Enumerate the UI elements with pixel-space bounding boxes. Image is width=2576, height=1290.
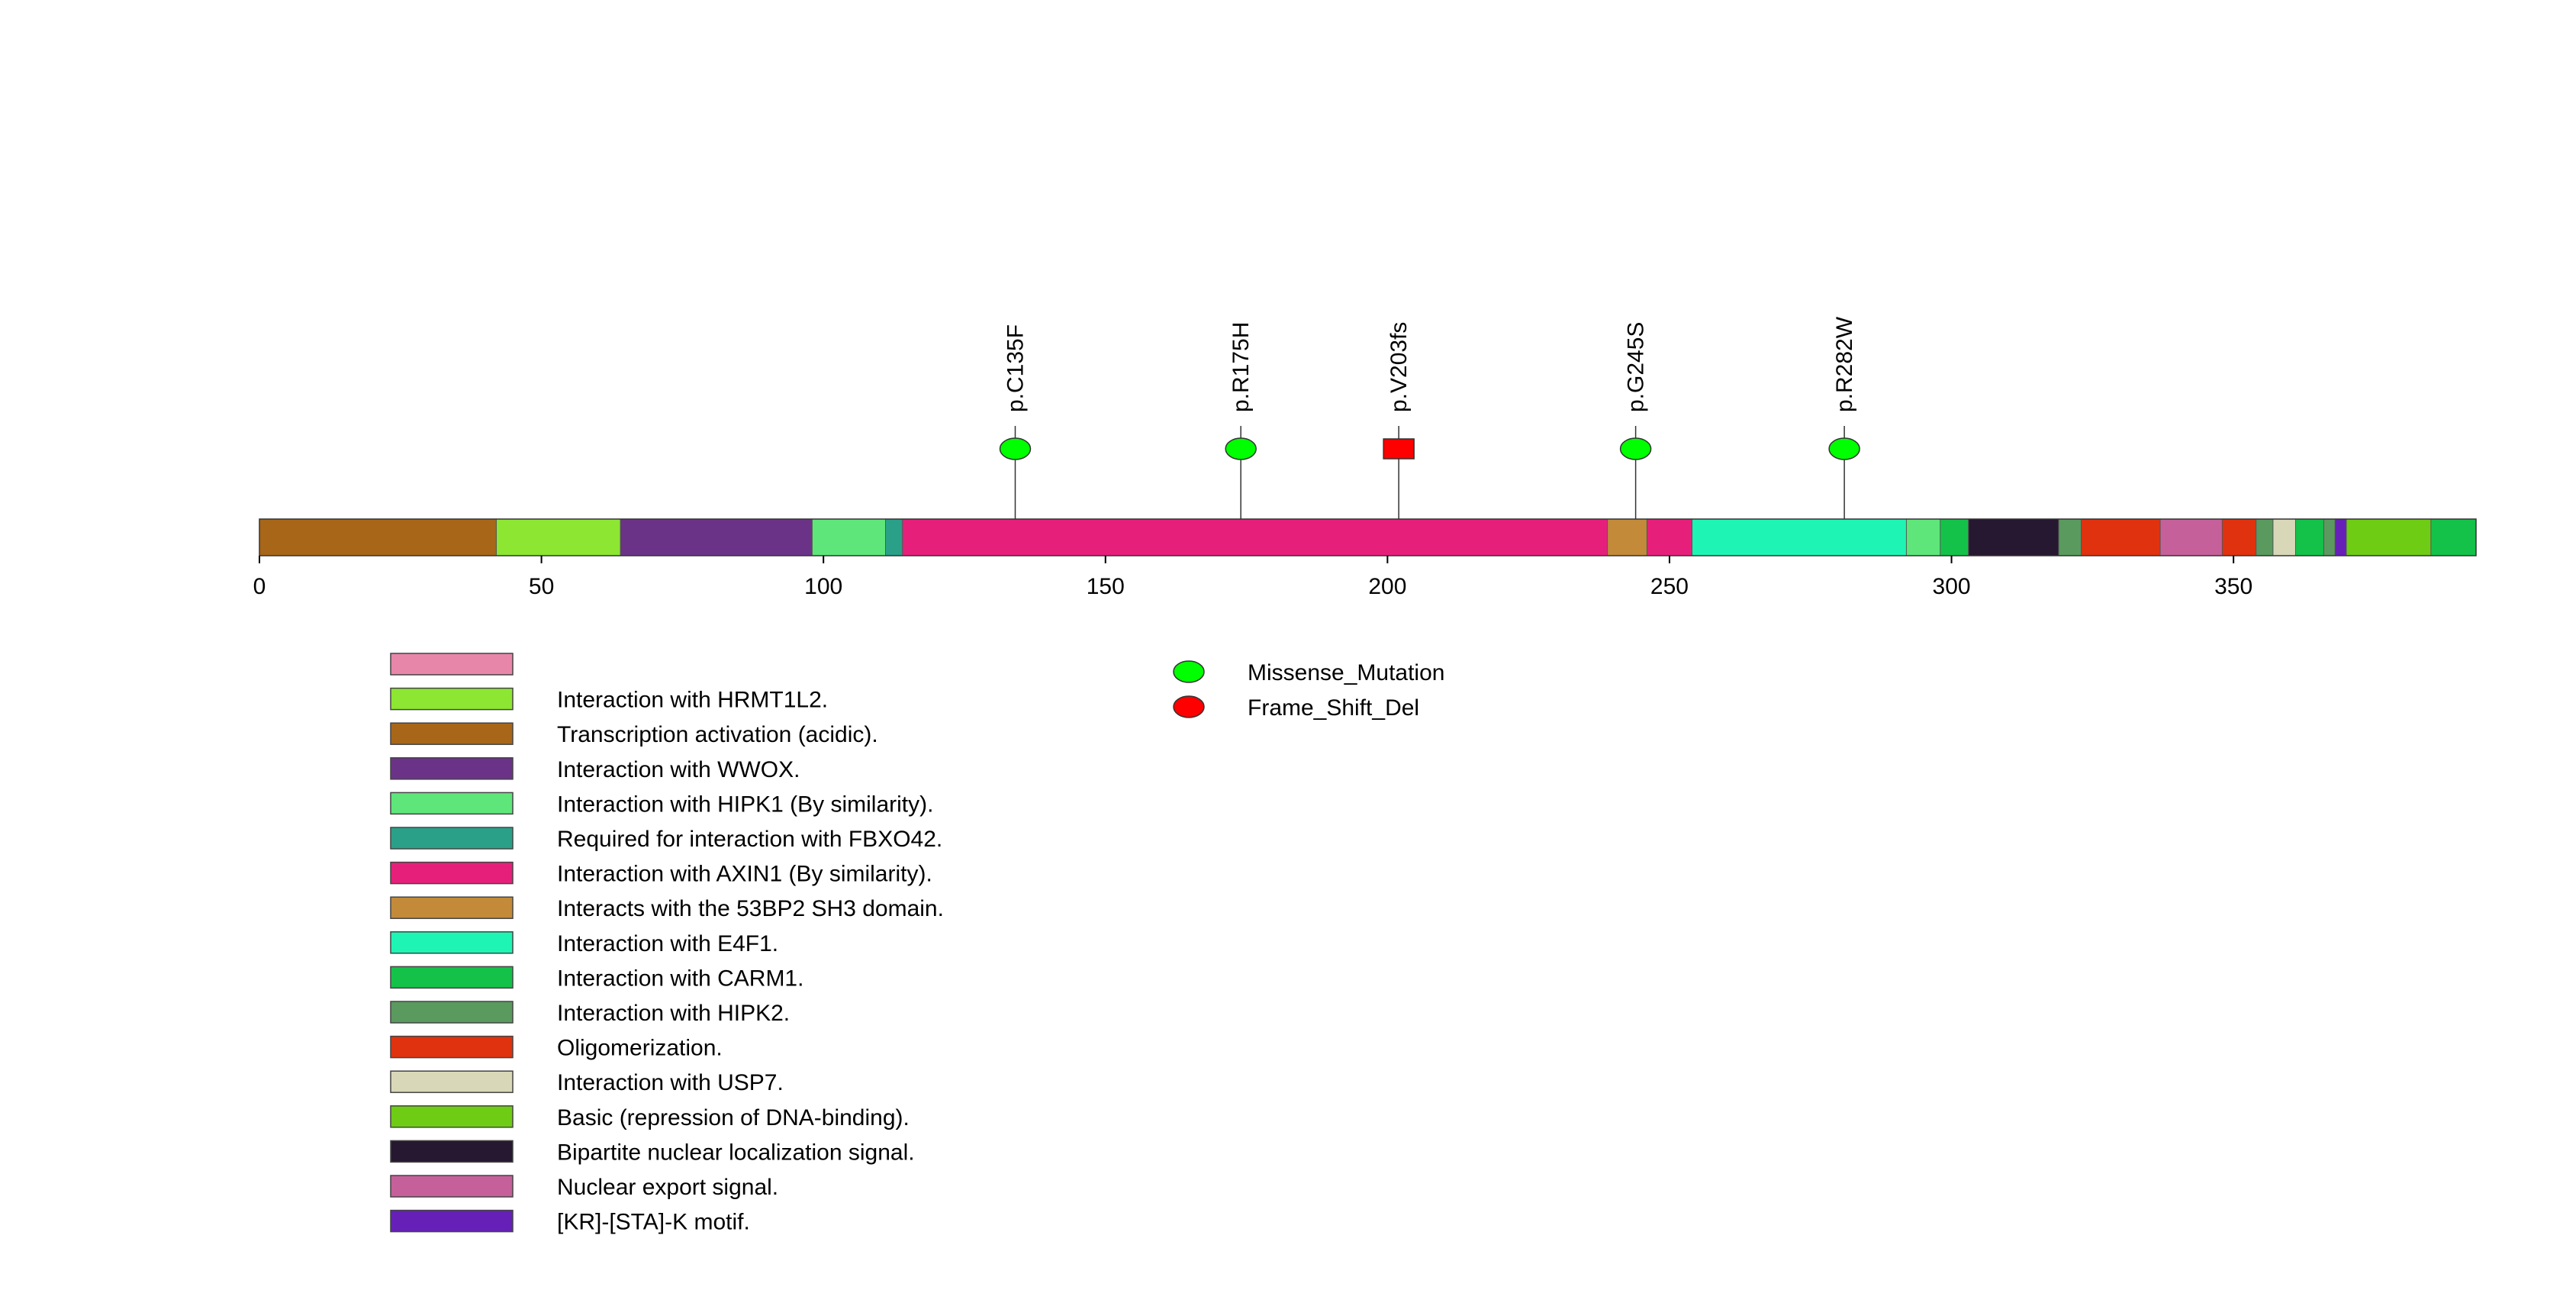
x-tick-label: 250 <box>1650 574 1689 599</box>
mutation-marker <box>1619 437 1652 460</box>
domain-legend-swatch <box>390 722 514 745</box>
domain-legend-label: Interaction with HIPK1 (By similarity). <box>557 792 933 817</box>
domain-legend-label: Interaction with HIPK2. <box>557 1001 790 1026</box>
mutation-labels: p.C135F p.R175H p.V203fs p.G245S p.R282W <box>1003 316 1858 412</box>
domain-legend-swatch <box>390 931 514 954</box>
domain-legend-swatch <box>390 861 514 885</box>
protein-track <box>259 518 2477 556</box>
domain-segment <box>2081 518 2166 556</box>
domain-legend-label: Oligomerization. <box>557 1036 723 1061</box>
mutation-legend: Missense_Mutation Frame_Shift_Del <box>1173 660 1444 721</box>
x-tick-label: 200 <box>1368 574 1406 599</box>
mutation-legend-label: Frame_Shift_Del <box>1248 695 1419 721</box>
mutation-label: p.V203fs <box>1386 322 1412 412</box>
domain-legend-swatch <box>390 827 514 850</box>
domain-segment <box>2159 518 2229 556</box>
mutation-label: p.G245S <box>1624 322 1649 412</box>
domain-legend-swatch <box>390 653 514 676</box>
domain-segment <box>1607 518 1653 556</box>
domain-legend-swatch <box>390 896 514 919</box>
domain-legend-swatch <box>390 792 514 815</box>
domain-segment <box>620 518 819 556</box>
domain-legend-label: Required for interaction with FBXO42. <box>557 827 942 852</box>
domain-segment <box>2346 518 2437 556</box>
domain-segment <box>1968 518 2065 556</box>
x-tick-label: 0 <box>253 574 266 599</box>
domain-legend-swatch <box>390 1140 514 1163</box>
x-tick-label: 150 <box>1087 574 1125 599</box>
domain-segment <box>1692 518 1913 556</box>
x-axis: 0 50 100 150 200 250 300 350 <box>253 556 2252 599</box>
mutation-label: p.R282W <box>1832 316 1857 412</box>
x-tick-label: 50 <box>529 574 554 599</box>
domain-legend-label: Transcription activation (acidic). <box>557 722 878 747</box>
domain-legend-swatch <box>390 1175 514 1198</box>
mutation-markers <box>999 437 1860 460</box>
domain-legend: Interaction with HRMT1L2. Transcription a… <box>390 653 944 1235</box>
x-tick-label: 100 <box>804 574 842 599</box>
domain-legend-swatch <box>390 966 514 989</box>
protein-track-outline <box>259 518 2477 556</box>
domain-segment <box>1646 518 1699 556</box>
mutation-legend-swatch <box>1173 660 1205 683</box>
domain-legend-swatch <box>390 687 514 711</box>
mutation-label: p.C135F <box>1003 324 1029 412</box>
mutation-marker <box>1828 437 1860 460</box>
domain-legend-swatch <box>390 1105 514 1128</box>
domain-segment <box>811 518 892 556</box>
domain-legend-swatch <box>390 1070 514 1093</box>
x-tick-label: 300 <box>1933 574 1971 599</box>
domain-legend-label: Nuclear export signal. <box>557 1175 778 1200</box>
mutation-label: p.R175H <box>1228 322 1254 412</box>
domain-legend-label: Interaction with CARM1. <box>557 966 803 991</box>
mutation-legend-swatch <box>1173 695 1205 718</box>
domain-legend-label: [KR]-[STA]-K motif. <box>557 1210 750 1235</box>
domain-legend-swatch <box>390 1035 514 1059</box>
domain-legend-label: Interaction with USP7. <box>557 1070 784 1095</box>
domain-legend-label: Basic (repression of DNA-binding). <box>557 1105 910 1130</box>
domain-legend-label: Interacts with the 53BP2 SH3 domain. <box>557 896 944 921</box>
x-tick-label: 350 <box>2214 574 2252 599</box>
domain-segment <box>259 518 503 556</box>
domain-segment <box>902 518 1614 556</box>
mutation-marker <box>1383 438 1415 460</box>
domain-segment <box>495 518 626 556</box>
mutation-legend-label: Missense_Mutation <box>1248 660 1444 685</box>
domain-legend-swatch <box>390 1001 514 1024</box>
mutation-marker <box>999 437 1032 460</box>
domain-legend-label: Interaction with WWOX. <box>557 757 800 782</box>
domain-legend-swatch <box>390 757 514 780</box>
mutation-marker <box>1225 437 1257 460</box>
domain-legend-swatch <box>390 1209 514 1233</box>
domain-segment <box>2430 518 2477 556</box>
domain-legend-label: Interaction with E4F1. <box>557 931 778 956</box>
domain-legend-label: Interaction with HRMT1L2. <box>557 688 828 713</box>
domain-legend-label: Interaction with AXIN1 (By similarity). <box>557 862 932 887</box>
domain-legend-label: Bipartite nuclear localization signal. <box>557 1140 915 1165</box>
